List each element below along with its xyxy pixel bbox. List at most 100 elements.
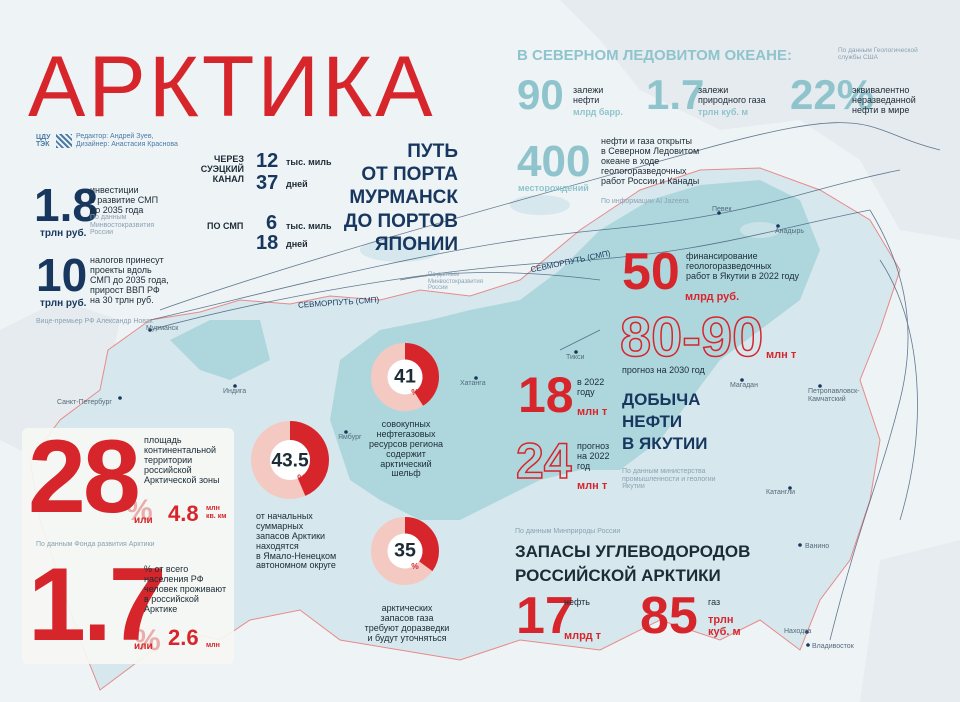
arctic-zone: [330, 180, 820, 520]
donut-yamal-label: от начальных суммарных запасов Арктики нахо…: [256, 511, 337, 571]
population-pct: %: [134, 624, 161, 657]
stats-panel: [22, 428, 234, 664]
city-petropavlovsk: Петропавловск- Камчатский: [808, 388, 860, 403]
city-spb: Санкт-Петербург: [57, 399, 112, 406]
investments-label: инвестиции в развитие СМП до 2035 года: [90, 185, 159, 215]
donut-pct: %: [411, 561, 419, 571]
ocean-oil-value: 90: [517, 71, 564, 118]
city-anadyr: Анадырь: [775, 228, 805, 235]
city-magadan: Магадан: [730, 382, 758, 389]
city-khatanga: Хатанга: [460, 380, 486, 387]
yakutia-finance-label: финансирование геологоразведочных работ в …: [686, 251, 800, 281]
suez-miles-unit: тыс. миль: [286, 157, 332, 167]
donut-center: [270, 440, 310, 480]
ocean-share-label: эквивалентно неразведанной нефти в мире: [852, 85, 916, 115]
usgs-source: По данным Геологической службы США: [838, 47, 918, 62]
donut-ring-svg: 41%: [371, 343, 439, 411]
city-pevek: Певек: [712, 206, 732, 213]
ocean-fields-value: 400: [517, 137, 591, 186]
ocean-oil-unit: млрд барр.: [573, 107, 623, 117]
donut-value: 35: [394, 540, 416, 562]
ocean-share-value: 22%: [790, 71, 875, 118]
donut-ring-svg: 35%: [371, 517, 439, 585]
territory-pct: %: [126, 494, 153, 527]
donut-gas-label: арктических запасов газа требуют доразведк…: [364, 603, 450, 643]
suez-miles: 12: [256, 150, 279, 172]
ocean-oil-label: залежи нефти: [573, 85, 604, 105]
donut-value: 41: [394, 366, 416, 388]
yakutia-forecast-unit: млн т: [766, 349, 797, 361]
population-or: или: [134, 641, 153, 652]
yakutia-2022-value: 18: [518, 367, 574, 423]
suez-days: 37: [256, 172, 279, 194]
yakutia-plan-label: прогноз на 2022 год: [577, 441, 610, 471]
donut-pct: %: [297, 473, 306, 484]
reserves-gas-label: газ: [708, 597, 721, 607]
city-tiksi: Тикси: [566, 354, 585, 361]
reserves-oil-unit: млрд т: [564, 630, 601, 642]
donut-value: 43.5: [271, 450, 309, 471]
smp-label: ПО СМП: [207, 221, 244, 231]
ocean-gas-value: 1.7: [646, 71, 705, 118]
yakutia-forecast-label: прогноз на 2030 год: [622, 365, 705, 375]
city-yamburg: Ямбург: [338, 434, 362, 441]
logo: ЦДУ ТЭК: [36, 134, 51, 148]
ocean-fields-source: По информации Al Jazeera: [601, 198, 689, 205]
taxes-value: 10: [36, 249, 88, 301]
donut-value-arc: [371, 517, 439, 585]
taxes-unit: трлн руб.: [40, 298, 87, 309]
donut-center: [387, 359, 423, 395]
territory-source: По данным Фонда развития Арктики: [36, 541, 155, 548]
territory-alt-unit: млн кв. км: [206, 505, 227, 520]
yakutia-forecast-value: 80-90: [619, 305, 764, 368]
city-nakhodka: Находка: [784, 628, 812, 635]
yakutia-heading: ДОБЫЧА НЕФТИ В ЯКУТИИ: [622, 390, 708, 454]
reserves-gas-value: 85: [640, 587, 698, 645]
yakutia-2022-label: в 2022 году: [577, 377, 605, 397]
territory-or: или: [134, 515, 153, 526]
reserves-gas-unit: трлн куб. м: [708, 614, 741, 639]
donut-value-arc: [371, 343, 439, 411]
credits: Редактор: Андрей Зуев, Дизайнер: Анастаси…: [76, 133, 178, 148]
smp-miles: 6: [266, 212, 278, 234]
donut-pct: %: [411, 387, 419, 397]
reserves-source: По данным Минприроды России: [515, 528, 621, 535]
donut-value-arc: [251, 421, 329, 499]
population-alt-unit: млн: [206, 642, 220, 649]
taxes-source: Вице-премьер РФ Александр Новак: [36, 318, 153, 325]
yakutia-source: По данным министерства промышленности и г…: [622, 468, 716, 491]
ministry-source: По данным Минвостокразвития России: [428, 272, 484, 292]
investments-unit: трлн руб.: [40, 228, 87, 239]
population-value: 1.7: [28, 547, 167, 663]
city-indiga: Индига: [223, 388, 247, 395]
donut-shelf: 41%: [370, 342, 440, 412]
population-alt-value: 2.6: [168, 625, 199, 650]
taxes-label: налогов принесут проекты вдоль СМП до 2035…: [90, 255, 169, 305]
reserves-oil-value: 17: [516, 587, 574, 645]
yakutia-finance-value: 50: [622, 243, 680, 301]
city-vladivostok: Владивосток: [812, 643, 854, 650]
suez-days-unit: дней: [286, 179, 308, 189]
ocean-fields-unit: месторождений: [518, 183, 589, 193]
yakutia-plan-value: 24: [515, 433, 572, 490]
investments-value: 1.8: [34, 179, 98, 231]
yakutia-plan-unit: млн т: [577, 480, 608, 492]
smp-days-unit: дней: [286, 239, 308, 249]
ocean-heading: В СЕВЕРНОМ ЛЕДОВИТОМ ОКЕАНЕ:: [517, 47, 792, 64]
yakutia-finance-unit: млрд руб.: [685, 291, 740, 303]
ocean-gas-label: залежи природного газа: [698, 85, 766, 105]
ocean-fields-label: нефти и газа открыты в Северном Ледовитом…: [601, 136, 700, 186]
reserves-heading: ЗАПАСЫ УГЛЕВОДОРОДОВ РОССИЙСКОЙ АРКТИКИ: [515, 542, 751, 585]
city-katangli: Катангли: [766, 489, 796, 496]
donut-gas: 35%: [370, 516, 440, 586]
route-heading: ПУТЬ ОТ ПОРТА МУРМАНСК ДО ПОРТОВ ЯПОНИИ: [343, 141, 458, 255]
donut-yamal: 43.5%: [250, 420, 330, 500]
ocean-gas-unit: трлн куб. м: [698, 107, 749, 117]
smp-miles-unit: тыс. миль: [286, 221, 332, 231]
suez-label: ЧЕРЕЗ СУЭЦКИЙ КАНАЛ: [200, 154, 244, 184]
city-vanino: Ванино: [805, 543, 830, 550]
donut-ring-svg: 43.5%: [251, 421, 329, 499]
territory-value: 28: [28, 419, 141, 535]
territory-alt-value: 4.8: [168, 501, 199, 526]
